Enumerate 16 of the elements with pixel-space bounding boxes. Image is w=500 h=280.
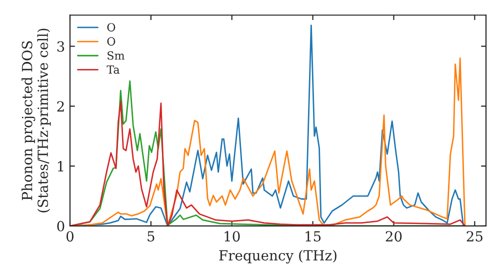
x-tick-label: 5 bbox=[148, 231, 154, 242]
x-tick-label: 15 bbox=[306, 231, 321, 242]
x-tick-label: 20 bbox=[386, 231, 402, 242]
y-tick-label: 3 bbox=[57, 41, 64, 52]
legend-label: Ta bbox=[106, 66, 120, 74]
x-axis-title: Frequency (THz) bbox=[219, 250, 336, 264]
legend-label: Sm bbox=[108, 51, 125, 60]
legend-label: O bbox=[107, 23, 116, 32]
legend-label: O bbox=[107, 37, 116, 46]
x-tick-label: 10 bbox=[224, 231, 240, 242]
x-tick-label: 0 bbox=[66, 231, 74, 242]
y-axis-title: Phonon projected DOS (States/THz·primitive cell) bbox=[22, 28, 51, 212]
x-tick-label: 25 bbox=[466, 231, 482, 242]
y-tick-label: 2 bbox=[57, 101, 64, 112]
y-tick-label: 0 bbox=[57, 220, 64, 232]
y-tick-label: 1 bbox=[58, 161, 64, 172]
